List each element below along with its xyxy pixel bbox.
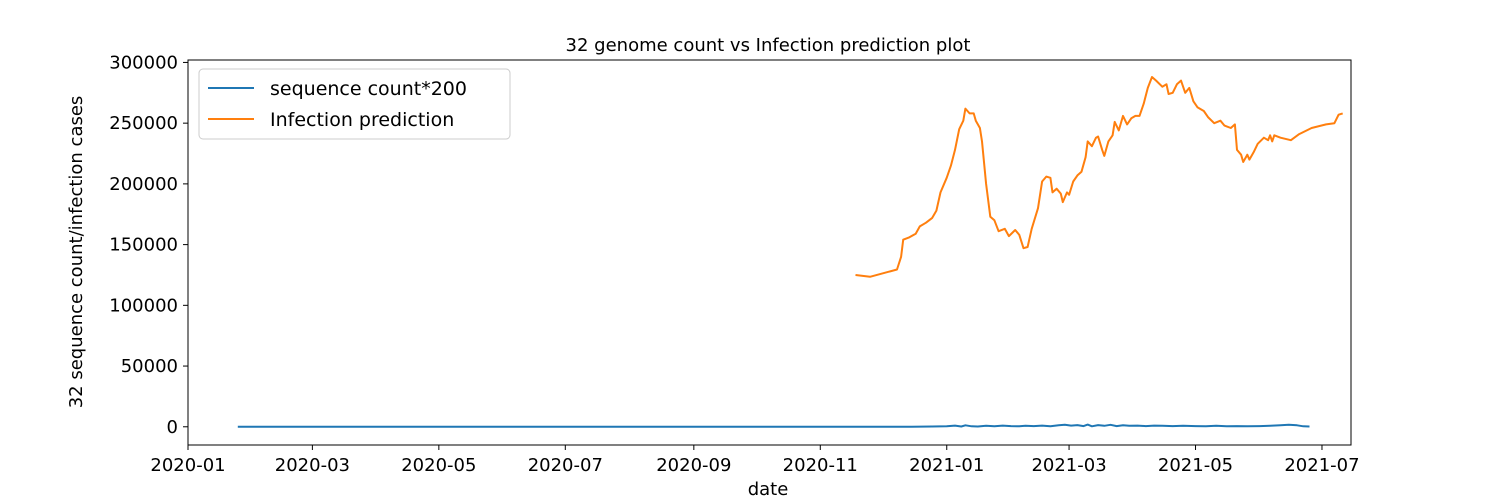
legend: sequence count*200 Infection prediction [198, 68, 511, 140]
x-axis-label: date [748, 479, 789, 500]
x-tick-label: 2020-03 [275, 455, 350, 476]
y-tick-label: 200000 [109, 174, 178, 195]
x-tick-label: 2020-01 [150, 455, 225, 476]
y-tick-label: 0 [167, 417, 178, 438]
legend-label-infection-prediction: Infection prediction [270, 109, 454, 131]
x-tick-label: 2021-03 [1031, 455, 1106, 476]
plot-frame [187, 59, 1352, 446]
x-tick-label: 2021-01 [909, 455, 984, 476]
y-tick-label: 250000 [109, 113, 178, 134]
x-tick-label: 2020-07 [528, 455, 603, 476]
x-tick-label: 2020-05 [401, 455, 476, 476]
x-tick-label: 2020-09 [656, 455, 731, 476]
x-axis-ticks: 2020-01 2020-03 2020-05 2020-07 2020-09 2020-… [150, 445, 1360, 476]
chart-title: 32 genome count vs Infection prediction … [566, 35, 971, 56]
series-line-1 [855, 76, 1344, 278]
x-tick-label: 2021-05 [1158, 455, 1233, 476]
x-tick-label: 2021-07 [1284, 455, 1359, 476]
y-tick-label: 150000 [109, 235, 178, 256]
y-axis-ticks: 0 50000 100000 150000 200000 250000 300000 [109, 52, 188, 438]
x-tick-label: 2020-11 [783, 455, 858, 476]
series-line-0 [237, 423, 1310, 428]
y-tick-label: 50000 [121, 356, 178, 377]
y-tick-label: 100000 [109, 295, 178, 316]
series-layer [237, 76, 1344, 428]
y-tick-label: 300000 [109, 52, 178, 73]
legend-box [198, 68, 511, 140]
legend-label-sequence-count: sequence count*200 [270, 78, 467, 100]
y-axis-label: 32 sequence count/infection cases [66, 96, 87, 409]
